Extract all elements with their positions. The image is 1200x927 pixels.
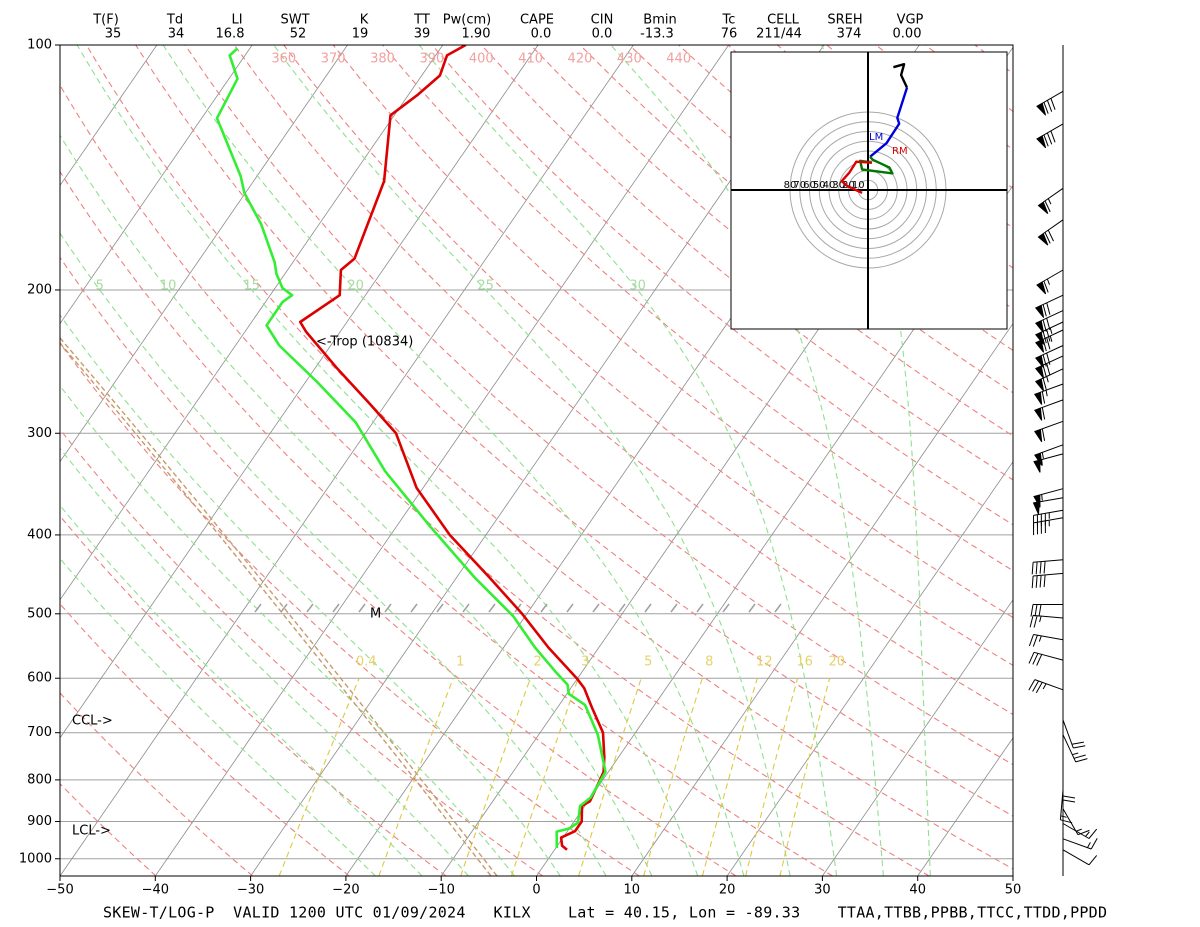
storm-motion-label: LM: [869, 132, 883, 143]
x-tick-label: 50: [1005, 883, 1022, 898]
index-value: 0.00: [893, 27, 922, 42]
moist-adiabat-label: 15: [243, 278, 260, 293]
y-tick-label: 500: [27, 606, 52, 621]
y-tick-label: 600: [27, 671, 52, 686]
dry-adiabat-label: 360: [271, 52, 296, 67]
dry-adiabat-label: 390: [419, 52, 444, 67]
lcl-annotation: LCL->: [72, 824, 111, 839]
moist-adiabat-label: 5: [96, 278, 104, 293]
index-value: 76: [721, 27, 738, 42]
index-label: CAPE: [520, 13, 554, 28]
index-label: TT: [413, 13, 430, 28]
index-label: Tc: [722, 13, 736, 28]
x-tick-label: 0: [532, 883, 540, 898]
y-tick-label: 200: [27, 282, 52, 297]
x-tick-label: −30: [237, 883, 264, 898]
mixing-ratio-label: 16: [796, 655, 813, 670]
index-value: 39: [414, 27, 431, 42]
ccl-annotation: CCL->: [72, 714, 113, 729]
x-tick-label: −40: [142, 883, 169, 898]
moist-adiabat-label: 25: [477, 278, 494, 293]
mixing-ratio-label: 1: [456, 655, 464, 670]
level-annotation: M: [370, 607, 381, 622]
x-tick-label: 10: [624, 883, 641, 898]
footer: SKEW-T/LOG-P VALID 1200 UTC 01/09/2024 K…: [103, 904, 1107, 922]
mixing-ratio-label: 8: [705, 655, 713, 670]
index-label: T(F): [92, 13, 119, 28]
x-tick-label: 30: [814, 883, 831, 898]
y-tick-label: 100: [27, 38, 52, 53]
index-label: Td: [166, 13, 183, 28]
dry-adiabat-label: 370: [321, 52, 346, 67]
index-label: SWT: [280, 13, 309, 28]
mixing-ratio-label: 3: [581, 655, 589, 670]
x-tick-label: −10: [427, 883, 454, 898]
index-value: 35: [105, 27, 122, 42]
index-value: 16.8: [216, 27, 245, 42]
x-tick-label: −20: [332, 883, 359, 898]
moist-adiabat-label: 10: [160, 278, 177, 293]
y-tick-label: 700: [27, 725, 52, 740]
index-label: CIN: [591, 13, 614, 28]
index-label: Bmin: [643, 13, 676, 28]
index-value: 211/44: [756, 27, 802, 42]
mixing-ratio-label: 12: [756, 655, 773, 670]
dry-adiabat-label: 400: [469, 52, 494, 67]
index-label: K: [360, 13, 369, 28]
mixing-ratio-label: 20: [828, 655, 845, 670]
index-value: 0.0: [592, 27, 613, 42]
index-label: VGP: [897, 13, 924, 28]
index-label: LI: [231, 13, 242, 28]
index-value: 52: [290, 27, 307, 42]
dry-adiabat-label: 420: [568, 52, 593, 67]
dry-adiabat-label: 380: [370, 52, 395, 67]
index-value: 34: [168, 27, 185, 42]
index-value: 19: [352, 27, 369, 42]
dry-adiabat-label: 440: [666, 52, 691, 67]
y-tick-label: 1000: [19, 851, 52, 866]
mixing-ratio-label: 5: [644, 655, 652, 670]
y-tick-label: 800: [27, 772, 52, 787]
storm-motion-label: RM: [892, 146, 908, 157]
y-tick-label: 300: [27, 426, 52, 441]
moist-adiabat-label: 30: [629, 278, 646, 293]
index-value: 1.90: [462, 27, 491, 42]
index-label: SREH: [827, 13, 862, 28]
x-tick-label: −50: [46, 883, 73, 898]
tropopause-annotation: <-Trop (10834): [316, 335, 413, 350]
x-tick-label: 20: [719, 883, 736, 898]
index-value: 374: [837, 27, 862, 42]
dry-adiabat-label: 430: [617, 52, 642, 67]
index-label: Pw(cm): [443, 13, 491, 28]
mixing-ratio-label: 0.4: [356, 655, 377, 670]
y-tick-label: 900: [27, 814, 52, 829]
dry-adiabat-label: 410: [518, 52, 543, 67]
moist-adiabat-label: 20: [347, 278, 364, 293]
mixing-ratio-label: 2: [533, 655, 541, 670]
y-tick-label: 400: [27, 527, 52, 542]
index-value: 0.0: [531, 27, 552, 42]
x-tick-label: 40: [909, 883, 926, 898]
index-value: -13.3: [640, 27, 674, 42]
index-label: CELL: [767, 13, 800, 28]
